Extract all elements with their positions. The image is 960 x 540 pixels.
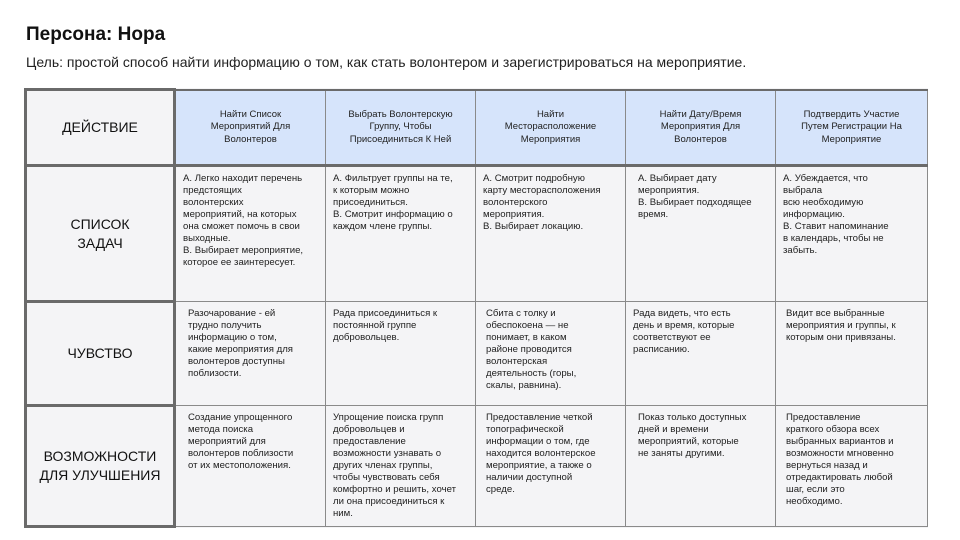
opportunity-cell: Создание упрощенного метода поиска мероп… [174,405,326,527]
row-label-feeling: ЧУВСТВО [24,300,176,407]
row-opportunities: ВОЗМОЖНОСТИ ДЛЯ УЛУЧШЕНИЯ Создание упрощ… [24,404,928,528]
page-subtitle: Цель: простой способ найти информацию о … [26,54,747,70]
row-action: ДЕЙСТВИЕ Найти Список Мероприятий Для Во… [24,88,928,167]
task-cell: А. Смотрит подробную карту месторасполож… [475,165,626,302]
step-header: Выбрать Волонтерскую Группу, Чтобы Присо… [325,88,476,167]
row-label-opportunities: ВОЗМОЖНОСТИ ДЛЯ УЛУЧШЕНИЯ [24,404,176,528]
step-header: Найти Месторасположение Мероприятия [475,88,626,167]
task-cell: А. Легко находит перечень предстоящих во… [174,165,326,302]
feeling-cell: Разочарование - ей трудно получить инфор… [174,301,326,406]
row-label-tasks: СПИСОК ЗАДАЧ [24,164,176,303]
step-header: Найти Дату/Время Мероприятия Для Волонте… [625,88,776,167]
page-title: Персона: Нора [26,24,166,45]
row-tasks: СПИСОК ЗАДАЧ А. Легко находит перечень п… [24,164,928,303]
feeling-cell: Рада присоединиться к постоянной группе … [325,301,476,406]
row-feeling: ЧУВСТВО Разочарование - ей трудно получи… [24,300,928,407]
row-label-action: ДЕЙСТВИЕ [24,88,176,167]
feeling-cell: Сбита с толку и обеспокоена — не понимае… [475,301,626,406]
feeling-cell: Рада видеть, что есть день и время, кото… [625,301,776,406]
task-cell: А. Убеждается, что выбрала всю необходим… [775,165,928,302]
feeling-cell: Видит все выбранные мероприятия и группы… [775,301,928,406]
opportunity-cell: Показ только доступных дней и времени ме… [625,405,776,527]
task-cell: А. Фильтрует группы на те, к которым мож… [325,165,476,302]
journey-map-table: ДЕЙСТВИЕ Найти Список Мероприятий Для Во… [24,88,928,528]
step-header: Подтвердить Участие Путем Регистрации На… [775,88,928,167]
task-cell: А. Выбирает дату мероприятия. В. Выбирае… [625,165,776,302]
opportunity-cell: Предоставление четкой топографической ин… [475,405,626,527]
opportunity-cell: Упрощение поиска групп добровольцев и пр… [325,405,476,527]
step-header: Найти Список Мероприятий Для Волонтеров [174,88,326,167]
opportunity-cell: Предоставление краткого обзора всех выбр… [775,405,928,527]
